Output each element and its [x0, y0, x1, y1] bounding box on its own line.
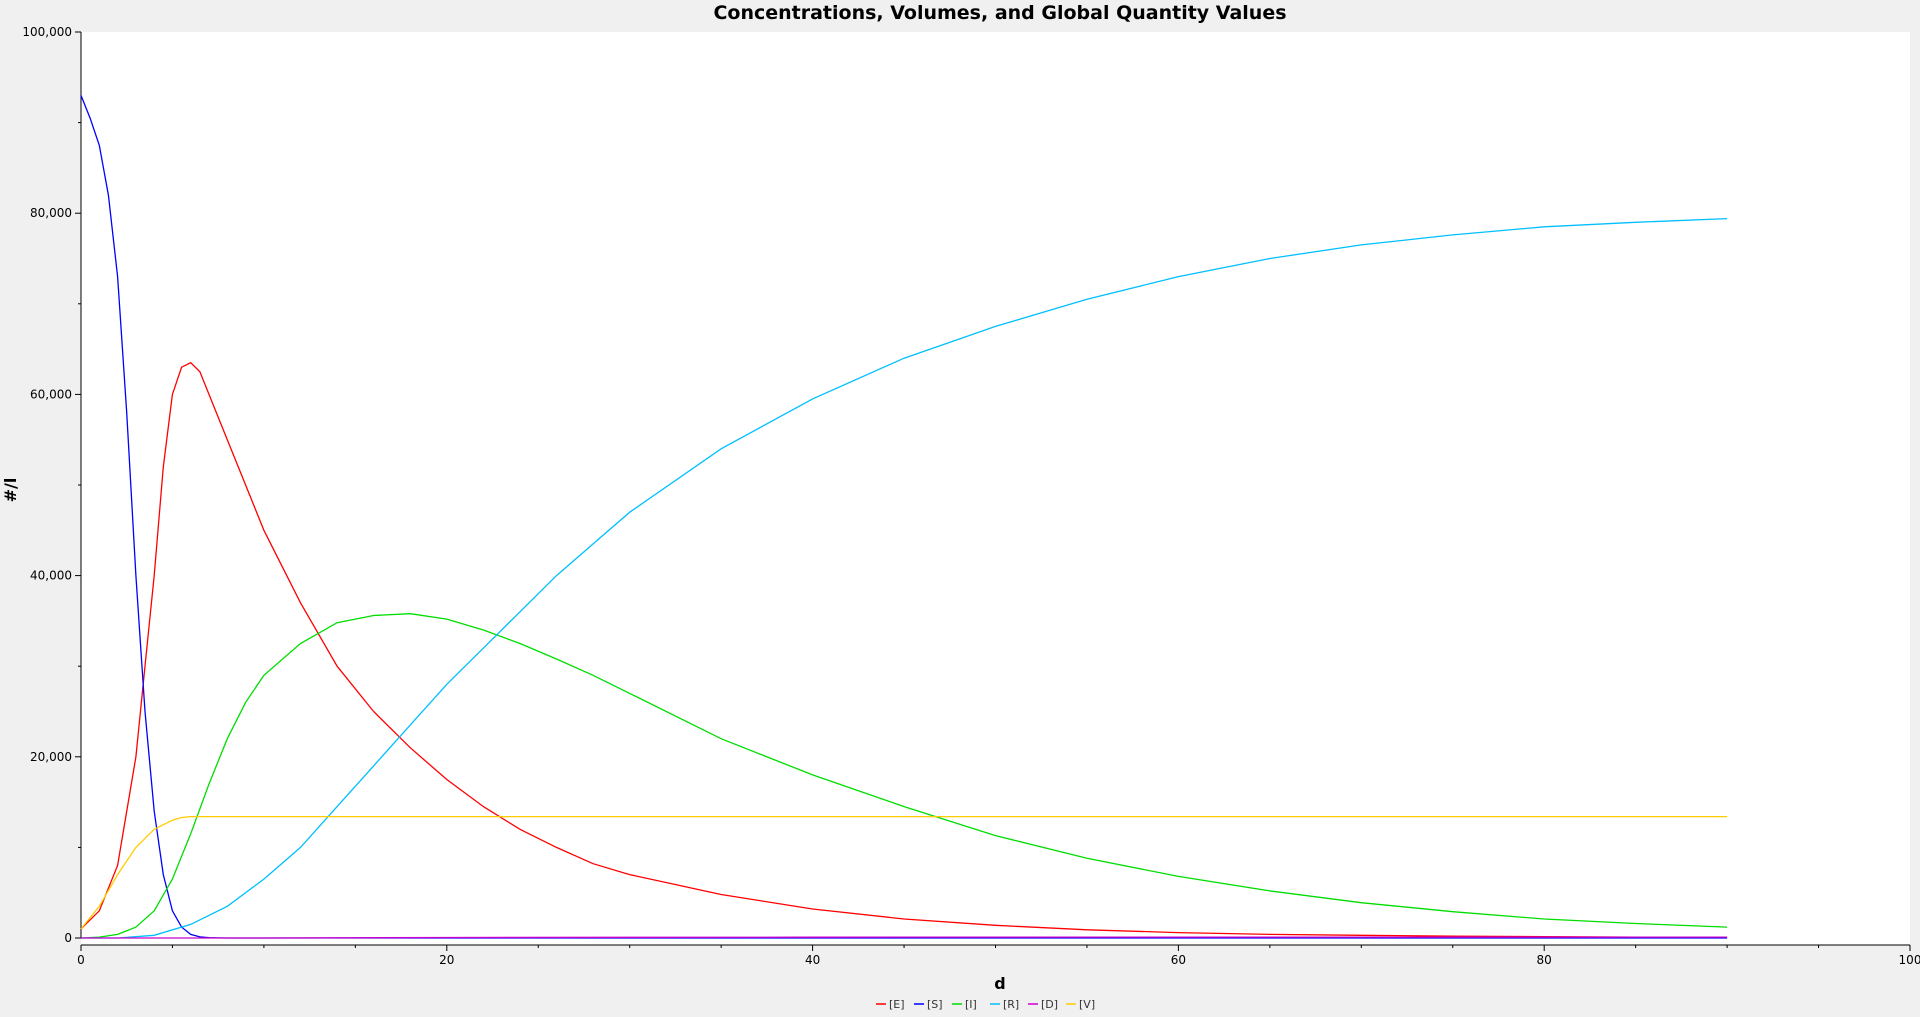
legend-label-e: [E] [889, 998, 905, 1011]
plot-area [81, 32, 1910, 945]
chart-title: Concentrations, Volumes, and Global Quan… [713, 2, 1286, 24]
axes: 0 20,000 40,000 60,000 80,000 100,000 0 20 40 60 8… [22, 25, 1920, 967]
series-line-r [81, 217, 1728, 939]
legend-label-d: [D] [1041, 998, 1058, 1011]
series-line-d [81, 936, 1728, 939]
x-tick-label: 80 [1537, 953, 1552, 967]
y-tick-label: 60,000 [30, 387, 72, 401]
legend-label-r: [R] [1003, 998, 1019, 1011]
y-tick-label: 100,000 [22, 25, 72, 39]
x-tick-label: 100 [1899, 953, 1920, 967]
x-tick-label: 20 [439, 953, 454, 967]
legend-label-v: [V] [1079, 998, 1095, 1011]
legend: [E] [S] [I] [R] [D] [V] [876, 998, 1095, 1011]
x-axis-label: d [994, 974, 1005, 993]
legend-label-i: [I] [965, 998, 977, 1011]
y-tick-label: 40,000 [30, 569, 72, 583]
y-tick-label: 0 [64, 931, 72, 945]
legend-label-s: [S] [927, 998, 943, 1011]
x-tick-label: 40 [805, 953, 820, 967]
y-tick-label: 20,000 [30, 750, 72, 764]
series-line-e [80, 361, 1728, 938]
y-tick-label: 80,000 [30, 206, 72, 220]
x-tick-label: 0 [77, 953, 85, 967]
x-tick-label: 60 [1171, 953, 1186, 967]
series-line-i [80, 613, 1728, 939]
series-layer [80, 95, 1728, 939]
series-line-v [80, 815, 1728, 930]
y-axis-label: #/l [1, 478, 20, 503]
